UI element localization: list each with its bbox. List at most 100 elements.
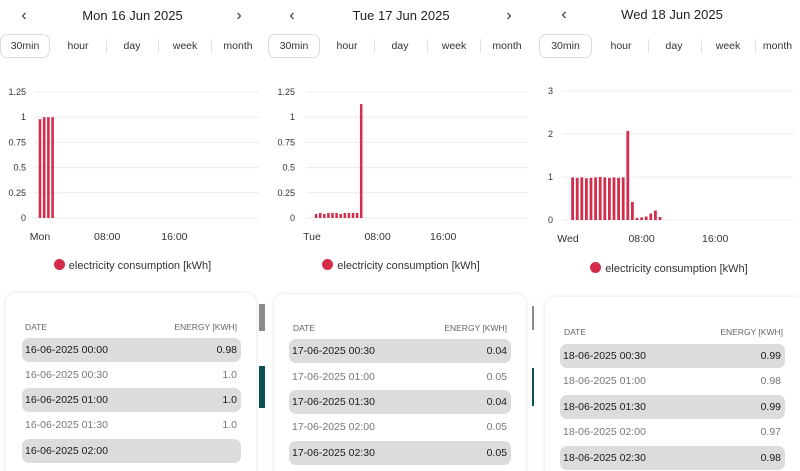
chart-bar (47, 117, 50, 218)
table-row[interactable]: 17-06-2025 01:30 0.04 (289, 390, 511, 414)
tab-week[interactable]: week (441, 40, 467, 52)
day-panel-tue: ‹ Tue 17 Jun 2025 › 30min hour day week … (268, 0, 534, 471)
chart-bar (658, 216, 662, 220)
chart-legend[interactable]: electricity consumption [kWh] (538, 262, 800, 275)
readings-table: DATE ENERGY [KWH] 18-06-2025 00:30 0.99 1… (545, 297, 800, 471)
row-date: 18-06-2025 01:30 (563, 401, 646, 413)
row-energy: 1.0 (222, 419, 237, 431)
row-date: 17-06-2025 02:00 (292, 421, 375, 433)
table-row[interactable]: 17-06-2025 00:30 0.04 (289, 339, 511, 363)
tab-month[interactable]: month (223, 40, 253, 52)
tab-month[interactable]: month (762, 40, 793, 52)
chart-bar (318, 212, 322, 218)
chart-bar (626, 130, 630, 220)
chart-legend[interactable]: electricity consumption [kWh] (0, 259, 265, 272)
legend-dot (322, 259, 334, 270)
chart-bar (314, 213, 318, 218)
legend-dot (53, 259, 65, 270)
chevron-left-icon[interactable]: ‹ (561, 6, 567, 23)
column-header-date: DATE (293, 323, 316, 333)
row-energy: 0.98 (760, 375, 781, 387)
date-header: ‹ Wed 18 Jun 2025 (538, 5, 800, 27)
y-tick-label: 1.25 (8, 87, 26, 97)
x-tick-label: 16:00 (702, 233, 728, 245)
tab-day[interactable]: day (665, 40, 683, 52)
y-tick-label: 0.75 (277, 137, 295, 147)
table-row[interactable]: 17-06-2025 02:00 0.05 (289, 415, 511, 439)
table-row[interactable]: 16-06-2025 01:00 1.0 (22, 388, 241, 412)
chart-bar (580, 177, 584, 220)
tab-30min[interactable]: 30min (0, 34, 50, 58)
row-energy: 0.04 (486, 396, 507, 408)
row-energy: 0.97 (760, 426, 781, 438)
table-row[interactable]: 16-06-2025 00:00 0.98 (22, 338, 241, 362)
chart-bar (612, 177, 616, 220)
interval-tabs: 30min hour day week month (538, 34, 800, 58)
table-row[interactable]: 18-06-2025 02:30 0.98 (560, 446, 785, 470)
row-energy: 1.0 (222, 369, 237, 381)
table-row[interactable]: 18-06-2025 00:30 0.99 (560, 344, 785, 368)
date-header: ‹ Mon 16 Jun 2025 › (0, 6, 265, 28)
x-tick-label: 16:00 (430, 231, 456, 243)
scrollbar-thumb[interactable] (532, 306, 534, 330)
table-row[interactable]: 18-06-2025 01:00 0.98 (560, 369, 785, 393)
chart-bar (594, 177, 597, 220)
tab-hour[interactable]: hour (67, 40, 89, 52)
tab-hour[interactable]: hour (336, 40, 358, 52)
x-tick-label: 08:00 (364, 231, 390, 243)
x-tick-label: 08:00 (628, 233, 654, 245)
tab-week[interactable]: week (715, 40, 741, 52)
table-row[interactable]: 17-06-2025 01:00 0.05 (289, 365, 511, 389)
tab-divider (374, 39, 375, 53)
y-tick-label: 0.25 (277, 188, 295, 198)
table-row[interactable]: 18-06-2025 02:00 0.97 (560, 420, 785, 444)
chevron-right-icon[interactable]: › (506, 7, 512, 24)
legend-dot (590, 262, 602, 273)
chevron-left-icon[interactable]: ‹ (289, 7, 295, 24)
table-row[interactable]: 16-06-2025 02:00 (22, 439, 241, 463)
tab-week[interactable]: week (172, 40, 198, 52)
interval-tabs: 30min hour day week month (0, 34, 265, 58)
consumption-chart: 0 1 2 3 Wed 08:00 16:00 (548, 86, 794, 245)
y-tick-label: 3 (548, 86, 553, 96)
date-title: Wed 18 Jun 2025 (621, 7, 723, 22)
chart-bar (51, 117, 54, 218)
row-energy: 0.98 (760, 452, 781, 464)
tab-hour[interactable]: hour (610, 40, 632, 52)
chart-bar (323, 213, 326, 218)
date-title: Tue 17 Jun 2025 (352, 8, 450, 23)
tab-30min[interactable]: 30min (268, 34, 320, 58)
tab-divider (427, 39, 428, 53)
chart-bar (635, 217, 639, 220)
chevron-right-icon[interactable]: › (236, 7, 242, 24)
row-date: 17-06-2025 01:00 (292, 371, 375, 383)
day-panel-wed: ‹ Wed 18 Jun 2025 30min hour day week mo… (538, 0, 800, 471)
x-tick-label: Tue (303, 231, 321, 243)
tab-month[interactable]: month (492, 40, 522, 52)
tab-day[interactable]: day (123, 40, 141, 52)
table-row[interactable]: 17-06-2025 02:30 0.05 (289, 441, 511, 465)
column-header-energy: ENERGY [KWH] (174, 322, 237, 332)
tab-day[interactable]: day (391, 40, 409, 52)
x-tick-label: 08:00 (94, 231, 120, 243)
y-tick-label: 0 (290, 213, 295, 223)
day-panel-mon: ‹ Mon 16 Jun 2025 › 30min hour day week … (0, 0, 265, 471)
date-header: ‹ Tue 17 Jun 2025 › (268, 6, 534, 28)
table-row[interactable]: 16-06-2025 00:30 1.0 (22, 363, 241, 387)
table-row[interactable]: 18-06-2025 01:30 0.99 (560, 395, 785, 419)
row-date: 17-06-2025 01:30 (292, 396, 375, 408)
y-tick-label: 0 (21, 213, 26, 223)
x-tick-label: 16:00 (161, 231, 187, 243)
tab-30min[interactable]: 30min (539, 34, 592, 58)
chart-bar (585, 178, 588, 220)
table-row[interactable]: 16-06-2025 01:30 1.0 (22, 413, 241, 437)
chart-bar (617, 177, 620, 220)
chart-bar (631, 201, 634, 220)
row-date: 17-06-2025 02:30 (292, 447, 375, 459)
scrollbar-thumb[interactable] (259, 304, 265, 331)
column-header-energy: ENERGY [KWH] (720, 327, 783, 337)
interval-tabs: 30min hour day week month (268, 34, 534, 58)
chart-legend[interactable]: electricity consumption [kWh] (268, 259, 534, 272)
tab-divider (755, 39, 756, 53)
chevron-left-icon[interactable]: ‹ (21, 7, 27, 24)
